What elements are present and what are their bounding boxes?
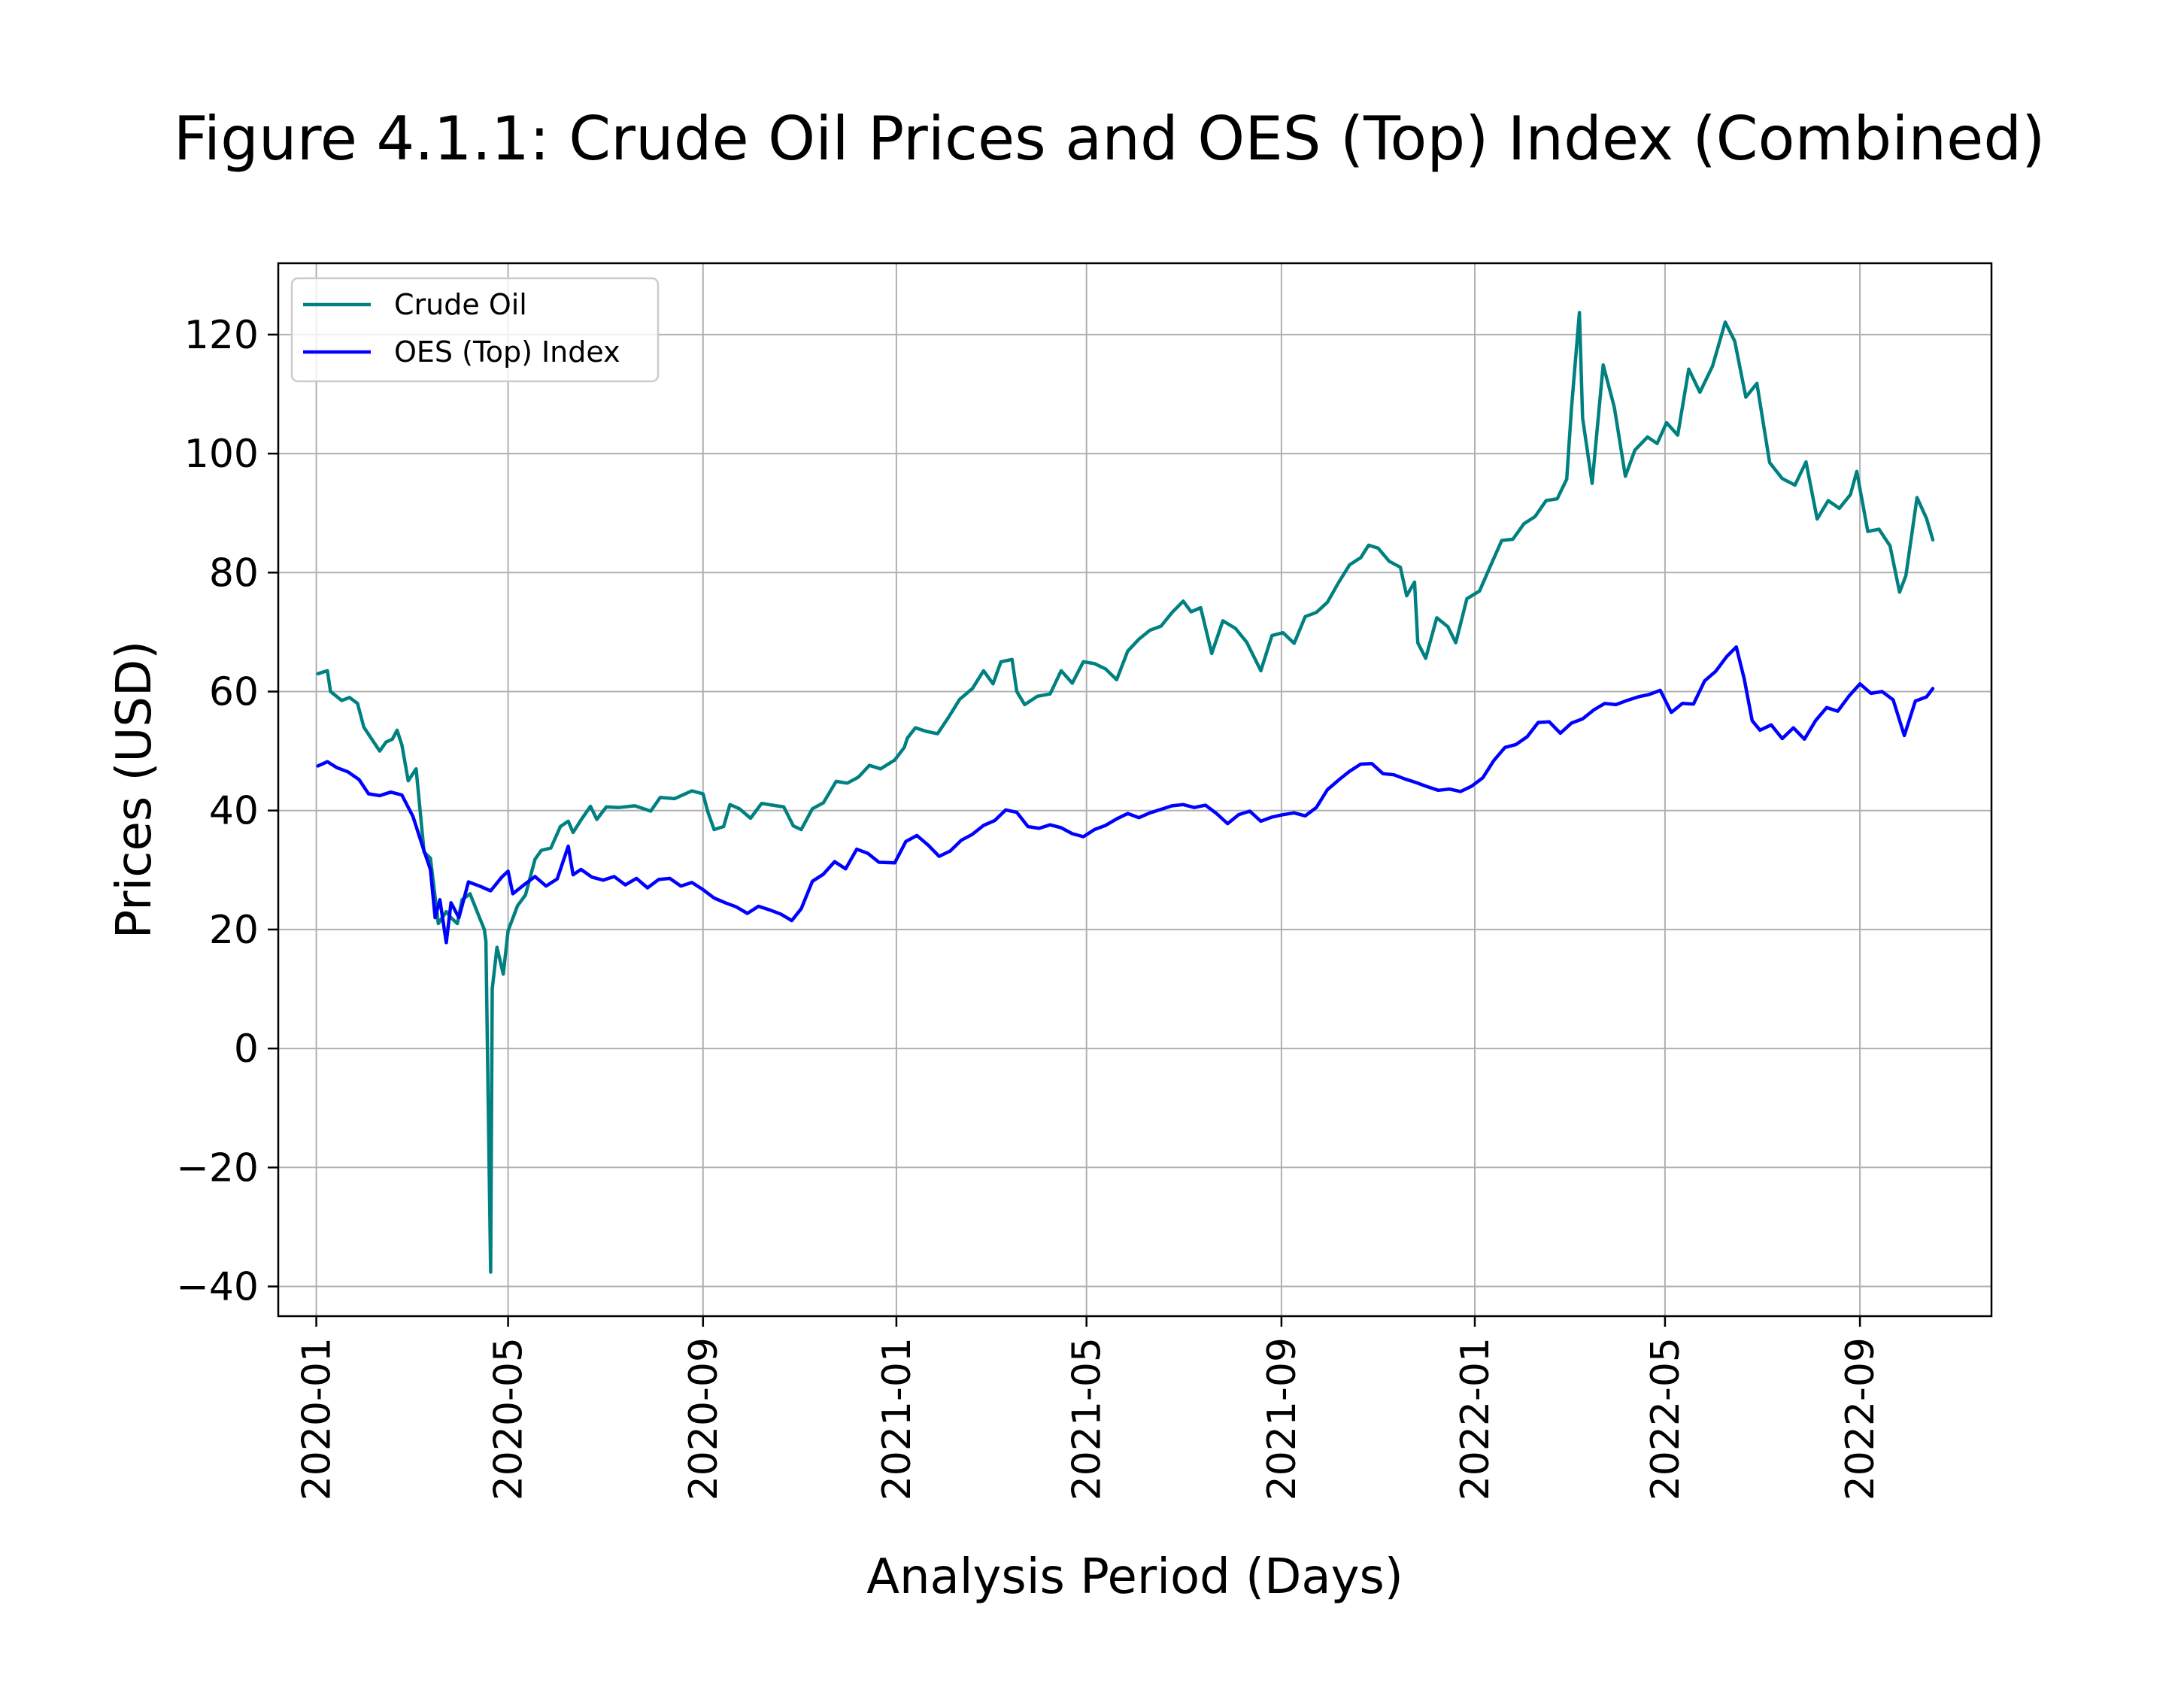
- axis-ticks: −40 −20 0 20 40 60 80 100 120 2020-01 2020-05 2020-…: [176, 313, 1883, 1500]
- chart-legend: Crude Oil OES (Top) Index: [290, 277, 660, 383]
- x-tick-label: 2020-01: [295, 1337, 340, 1500]
- y-tick-label: −40: [176, 1265, 259, 1310]
- x-axis-label: Analysis Period (Days): [866, 1549, 1403, 1605]
- x-tick-label: 2021-09: [1260, 1337, 1305, 1500]
- series-layer: [316, 311, 1935, 1274]
- chart-title: Figure 4.1.1: Crude Oil Prices and OES (…: [174, 104, 2046, 174]
- legend-box: [290, 277, 660, 383]
- x-tick-label: 2021-05: [1065, 1337, 1110, 1500]
- plot-area: [316, 311, 1935, 1274]
- y-tick-label: −20: [176, 1145, 259, 1191]
- y-tick-label: 80: [209, 551, 259, 596]
- series-line-oes-top-index: [316, 645, 1935, 945]
- plot-frame: [277, 262, 1993, 1318]
- y-tick-label: 40: [209, 789, 259, 834]
- legend-label-oes-top-index: OES (Top) Index: [394, 335, 620, 369]
- x-tick-label: 2022-01: [1453, 1337, 1498, 1500]
- y-tick-label: 100: [184, 432, 259, 477]
- x-tick-label: 2020-09: [681, 1337, 726, 1500]
- x-tick-label: 2022-05: [1643, 1337, 1688, 1500]
- y-tick-label: 0: [234, 1027, 259, 1072]
- y-tick-label: 60: [209, 670, 259, 715]
- x-tick-label: 2022-09: [1838, 1337, 1883, 1500]
- series-line-crude-oil: [316, 311, 1935, 1274]
- x-tick-label: 2020-05: [487, 1337, 532, 1500]
- y-axis-label: Prices (USD): [107, 641, 162, 939]
- legend-label-crude-oil: Crude Oil: [394, 288, 527, 321]
- y-tick-label: 20: [209, 908, 259, 953]
- y-tick-label: 120: [184, 313, 259, 358]
- x-tick-label: 2021-01: [875, 1337, 920, 1500]
